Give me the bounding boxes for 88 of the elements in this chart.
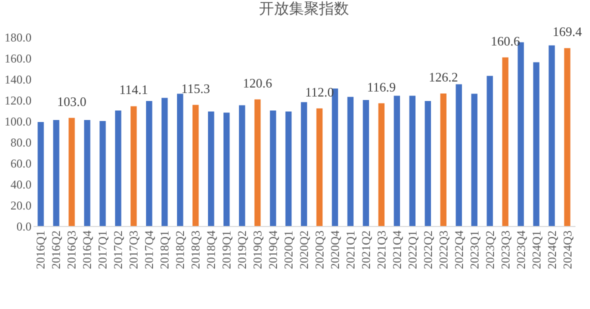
- bar: [440, 93, 446, 226]
- bar: [471, 94, 478, 226]
- data-label: 126.2: [428, 69, 458, 84]
- y-tick-label: 0.0: [16, 220, 32, 234]
- x-tick-label: 2020Q1: [282, 230, 296, 270]
- x-tick-label: 2023Q2: [482, 230, 497, 270]
- bar: [394, 96, 400, 226]
- y-tick-label: 160.0: [4, 52, 32, 66]
- bar: [456, 84, 462, 226]
- x-tick-label: 2020Q2: [297, 230, 311, 270]
- data-label: 115.3: [181, 80, 210, 96]
- x-tick-label: 2019Q2: [235, 230, 250, 270]
- y-tick-label: 100.0: [4, 114, 32, 128]
- x-tick-label: 2022Q1: [405, 230, 420, 270]
- data-label: 120.6: [242, 75, 273, 90]
- chart-title: 开放集聚指数: [259, 0, 349, 18]
- x-tick-label: 2018Q2: [173, 230, 188, 270]
- bar: [53, 120, 60, 226]
- bar: [564, 48, 570, 226]
- x-tick-label: 2020Q4: [328, 230, 342, 270]
- bar: [38, 122, 44, 226]
- x-tick-label: 2017Q4: [142, 230, 156, 270]
- bar: [409, 96, 416, 226]
- bar: [300, 102, 308, 226]
- x-tick-label: 2022Q3: [436, 230, 450, 270]
- bar: [162, 98, 168, 226]
- y-tick-label: 20.0: [10, 198, 32, 212]
- x-tick-label: 2021Q1: [343, 230, 358, 270]
- y-tick-label: 60.0: [10, 156, 32, 170]
- data-label: 103.0: [57, 94, 86, 109]
- bar: [192, 104, 199, 226]
- x-tick-label: 2022Q2: [420, 230, 435, 270]
- x-tick-label: 2020Q3: [312, 230, 326, 270]
- bar: [285, 112, 292, 226]
- bar: [254, 99, 261, 226]
- bar: [238, 105, 246, 226]
- x-tick-label: 2016Q3: [64, 230, 79, 270]
- x-tick-label: 2021Q4: [390, 230, 404, 270]
- bar: [332, 88, 338, 226]
- bar: [362, 100, 370, 226]
- bar: [347, 96, 354, 226]
- bar: [548, 45, 555, 226]
- x-tick-label: 2021Q3: [374, 230, 388, 270]
- bar: [130, 106, 137, 226]
- x-tick-label: 2019Q4: [266, 230, 280, 270]
- x-tick-label: 2023Q3: [498, 230, 512, 270]
- data-label: 169.4: [552, 24, 582, 40]
- x-tick-label: 2016Q4: [80, 230, 94, 270]
- bar: [424, 101, 431, 226]
- data-label: 160.6: [490, 33, 520, 48]
- bar: [316, 108, 323, 226]
- bar: [208, 112, 214, 226]
- bar: [146, 101, 152, 226]
- x-tick-label: 2016Q2: [49, 230, 64, 270]
- bar: [84, 120, 90, 226]
- y-tick-label: 40.0: [10, 178, 32, 192]
- x-tick-label: 2024Q1: [529, 230, 544, 270]
- x-tick-label: 2018Q1: [158, 230, 172, 270]
- data-label: 114.1: [119, 82, 148, 98]
- x-tick-label: 2019Q3: [250, 230, 265, 270]
- bar: [270, 110, 276, 226]
- y-tick-label: 180.0: [4, 30, 32, 44]
- bar: [378, 103, 385, 226]
- x-tick-label: 2024Q3: [560, 230, 574, 270]
- y-tick-label: 140.0: [4, 72, 32, 86]
- x-tick-label: 2024Q2: [544, 230, 559, 270]
- bar: [100, 121, 106, 226]
- y-tick-label: 80.0: [10, 136, 32, 150]
- bar: [502, 57, 508, 226]
- x-tick-label: 2016Q1: [34, 230, 48, 270]
- x-tick-label: 2021Q2: [358, 230, 373, 270]
- bar: [533, 62, 540, 226]
- x-tick-label: 2023Q4: [514, 230, 528, 270]
- x-tick-label: 2017Q2: [111, 230, 126, 270]
- bar: [223, 112, 230, 226]
- x-tick-label: 2017Q1: [96, 230, 110, 270]
- y-tick-label: 120.0: [4, 94, 32, 108]
- x-tick-label: 2018Q4: [204, 230, 218, 270]
- x-tick-label: 2019Q1: [220, 230, 234, 270]
- bar: [115, 110, 122, 226]
- x-tick-label: 2017Q3: [126, 230, 141, 270]
- bar: [68, 118, 75, 226]
- data-label: 116.9: [367, 79, 396, 94]
- bar: [177, 94, 184, 226]
- x-tick-label: 2018Q3: [188, 230, 203, 270]
- x-tick-label: 2023Q1: [467, 230, 482, 270]
- bar: [486, 76, 493, 226]
- x-tick-label: 2022Q4: [452, 230, 466, 270]
